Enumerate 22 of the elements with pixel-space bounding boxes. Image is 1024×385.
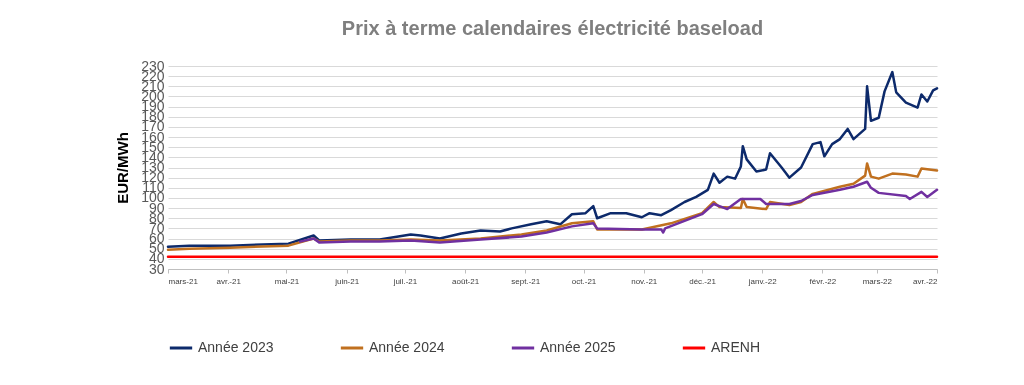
x-tick-label: janv.-22 [747,276,778,286]
x-tick-label: mars-21 [168,276,199,286]
x-tick-label: oct.-21 [571,276,597,286]
x-tick-label: mai-21 [274,276,300,286]
line-series [166,70,939,248]
y-axis-title: EUR/MWh [114,132,132,204]
legend-label: Année 2025 [540,339,616,355]
chart-title: Prix à terme calendaires électricité baseload [341,17,764,39]
legend-label: ARENH [711,339,761,355]
x-tick-label: avr.-22 [913,276,939,286]
x-tick-label: sept.-21 [511,276,541,286]
x-tick-label: juil.-21 [392,276,418,286]
legend-label: Année 2024 [369,339,445,355]
x-tick-label: févr.-22 [809,276,837,286]
x-tick-label: déc.-21 [689,276,717,286]
line-series [298,180,939,244]
x-tick-label: mars-22 [862,276,893,286]
x-tick-label: nov.-21 [631,276,658,286]
legend-label: Année 2023 [198,339,274,355]
x-tick-label: août-21 [452,276,480,286]
x-tick-label: juin-21 [334,276,360,286]
x-tick-label: avr.-21 [216,276,242,286]
